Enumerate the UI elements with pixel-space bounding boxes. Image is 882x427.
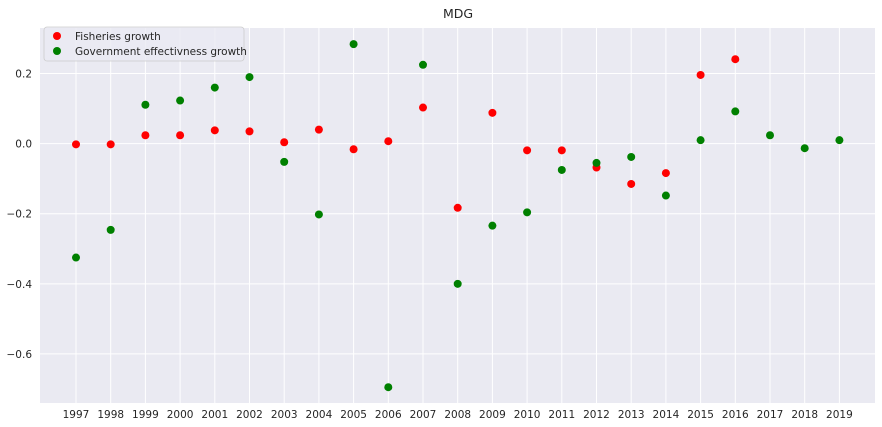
x-tick-label: 2018 xyxy=(791,409,818,421)
fisheries-point xyxy=(731,55,740,64)
chart-title: MDG xyxy=(443,6,473,21)
x-tick-label: 2010 xyxy=(514,409,541,421)
government-point xyxy=(210,83,219,92)
fisheries-point xyxy=(210,126,219,135)
government-point xyxy=(280,157,289,166)
x-tick-label: 2012 xyxy=(583,409,610,421)
fisheries-point xyxy=(488,108,497,117)
x-tick-label: 2002 xyxy=(236,409,263,421)
y-tick-label: 0.2 xyxy=(15,69,32,81)
fisheries-point xyxy=(627,179,636,188)
y-tick-label: −0.4 xyxy=(7,279,33,291)
x-tick-label: 2000 xyxy=(167,409,194,421)
x-tick-label: 2008 xyxy=(444,409,471,421)
x-tick-label: 2019 xyxy=(826,409,853,421)
x-tick-label: 2016 xyxy=(722,409,749,421)
x-tick-label: 2004 xyxy=(306,409,333,421)
government-point xyxy=(661,191,670,200)
government-point xyxy=(766,131,774,140)
legend-marker-government xyxy=(53,47,61,55)
government-point xyxy=(419,60,427,69)
data-points xyxy=(72,40,844,392)
legend-marker-fisheries xyxy=(53,32,61,40)
fisheries-point xyxy=(245,127,254,136)
x-tick-label: 2011 xyxy=(548,409,575,421)
fisheries-point xyxy=(141,131,150,140)
fisheries-point xyxy=(72,140,80,149)
x-tick-label: 2003 xyxy=(271,409,298,421)
fisheries-point xyxy=(523,146,532,155)
x-tick-label: 2013 xyxy=(618,409,645,421)
government-point xyxy=(245,73,254,82)
fisheries-point xyxy=(419,103,427,112)
fisheries-point xyxy=(557,146,566,155)
government-point xyxy=(106,225,115,234)
government-point xyxy=(349,40,358,49)
x-tick-label: 2007 xyxy=(410,409,437,421)
y-tick-label: −0.2 xyxy=(7,209,33,221)
x-tick-label: 2001 xyxy=(201,409,228,421)
government-point xyxy=(731,107,740,116)
government-point xyxy=(835,136,844,145)
government-point xyxy=(696,136,705,145)
government-point xyxy=(627,152,636,161)
government-point xyxy=(314,210,323,219)
government-point xyxy=(592,158,601,167)
fisheries-point xyxy=(314,125,323,134)
fisheries-point xyxy=(384,137,393,146)
x-tick-label: 2017 xyxy=(757,409,784,421)
x-tick-label: 2005 xyxy=(340,409,367,421)
legend: Fisheries growth Government effectivness… xyxy=(43,26,247,62)
x-tick-label: 2014 xyxy=(653,409,680,421)
legend-label-fisheries: Fisheries growth xyxy=(75,31,161,43)
y-axis-tick-labels: 0.2 0.0 −0.2 −0.4 −0.6 xyxy=(7,69,33,361)
government-point xyxy=(488,221,497,230)
x-tick-label: 1998 xyxy=(97,409,124,421)
x-tick-label: 2009 xyxy=(479,409,506,421)
x-tick-label: 1999 xyxy=(132,409,159,421)
fisheries-point xyxy=(453,203,462,212)
y-tick-label: −0.6 xyxy=(7,349,33,361)
government-point xyxy=(72,253,80,262)
fisheries-point xyxy=(106,140,115,149)
government-point xyxy=(523,208,532,217)
government-point xyxy=(384,383,393,392)
x-tick-label: 1997 xyxy=(63,409,90,421)
x-axis-tick-labels: 1997 1998 1999 2000 2001 2002 2003 2004 2005 2006… xyxy=(63,409,853,421)
fisheries-point xyxy=(176,131,185,140)
government-point xyxy=(800,144,809,153)
grid-lines xyxy=(40,28,875,403)
x-tick-label: 2015 xyxy=(687,409,714,421)
x-tick-label: 2006 xyxy=(375,409,402,421)
government-point xyxy=(557,165,566,174)
government-point xyxy=(453,279,462,288)
government-point xyxy=(176,96,185,105)
fisheries-point xyxy=(280,138,289,147)
legend-box xyxy=(43,26,245,62)
fisheries-point xyxy=(696,70,705,79)
y-tick-label: 0.0 xyxy=(15,139,32,151)
legend-label-government: Government effectivness growth xyxy=(75,46,247,58)
fisheries-point xyxy=(349,145,358,154)
fisheries-point xyxy=(661,169,670,178)
government-point xyxy=(141,100,150,109)
